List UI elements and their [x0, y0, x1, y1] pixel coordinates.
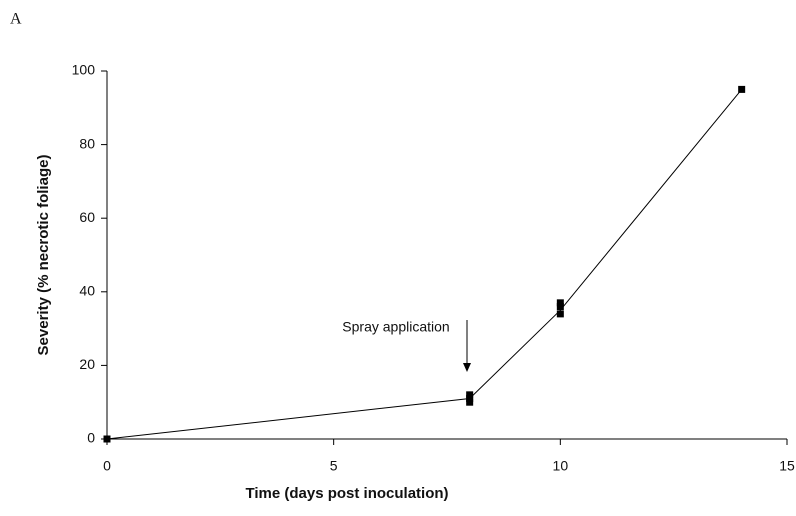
- replicate-marker: [103, 435, 111, 443]
- x-tick-label: 5: [330, 458, 338, 474]
- y-tick-label: 80: [79, 135, 95, 151]
- y-axis-label: Severity (% necrotic foliage): [35, 155, 52, 356]
- replicate-marker: [556, 299, 564, 307]
- replicate-marker: [556, 310, 564, 318]
- data-line: [106, 89, 743, 440]
- y-tick-label: 100: [72, 62, 96, 78]
- x-tick-label: 10: [553, 458, 569, 474]
- replicate-marker: [738, 85, 746, 93]
- x-tick-label: 0: [103, 458, 111, 474]
- y-tick-label: 0: [87, 430, 95, 446]
- y-tick-label: 20: [79, 356, 95, 372]
- panel-label: A: [10, 11, 22, 28]
- x-tick-label: 15: [779, 458, 795, 474]
- y-tick-label: 40: [79, 283, 95, 299]
- x-axis-label: Time (days post inoculation): [245, 485, 448, 502]
- annotation: Spray application: [342, 319, 449, 335]
- replicate-marker: [556, 303, 564, 311]
- replicate-marker: [466, 398, 474, 406]
- annotation-arrowhead: [463, 363, 471, 372]
- y-tick-label: 60: [79, 209, 95, 225]
- replicate-marker: [466, 391, 474, 399]
- replicate-marker: [466, 395, 474, 403]
